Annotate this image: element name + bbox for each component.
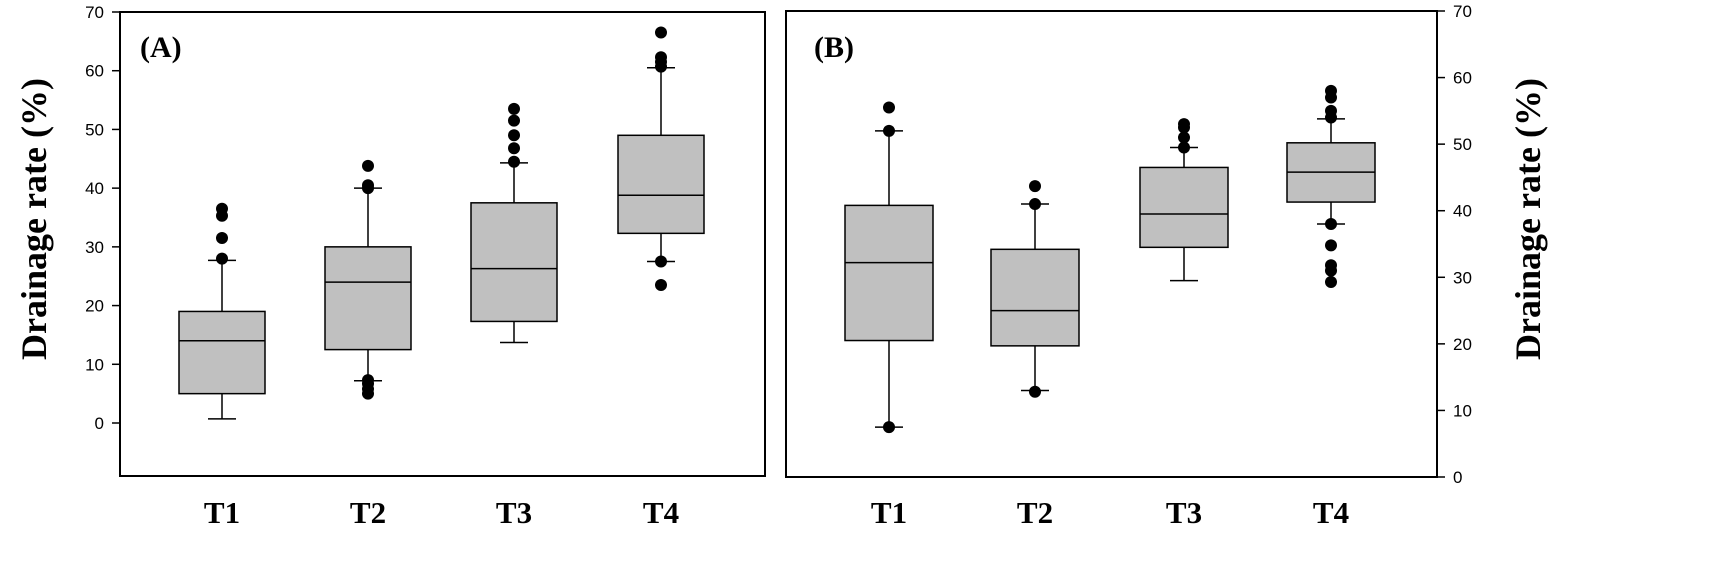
category-label-t4: T4: [1313, 495, 1349, 530]
iqr-box: [470, 202, 558, 323]
iqr-box: [1139, 166, 1229, 249]
outlier-point: [883, 124, 895, 137]
y-tick-label: 10: [1453, 401, 1472, 420]
panel-b-y-ticks: 0 10 20 30 40 50 60 70: [1437, 2, 1472, 487]
outlier-point: [216, 252, 228, 265]
outlier-point: [362, 159, 374, 172]
y-tick-label: 40: [85, 179, 104, 198]
panel-a-category-labels: T1 T2 T3 T4: [204, 495, 679, 530]
y-tick-label: 70: [1453, 2, 1472, 21]
y-tick-label: 60: [85, 62, 104, 81]
panel-a-plot-frame: [119, 11, 766, 477]
panel-a-label: (A): [140, 31, 182, 64]
box-t2: [324, 159, 412, 400]
outlier-point: [883, 421, 895, 434]
y-tick-label: 70: [85, 3, 104, 22]
y-tick-label: 50: [85, 120, 104, 139]
outlier-point: [655, 279, 667, 292]
y-tick-label: 0: [95, 414, 104, 433]
outlier-point: [508, 129, 520, 142]
box-t3: [1139, 118, 1229, 282]
outlier-point: [1178, 118, 1190, 131]
outlier-point: [508, 114, 520, 127]
panel-a-y-axis-title: Drainage rate (%): [14, 78, 54, 360]
category-label-t2: T2: [350, 495, 386, 530]
outlier-point: [216, 202, 228, 215]
outlier-point: [1029, 385, 1041, 398]
outlier-point: [508, 102, 520, 115]
y-tick-label: 30: [1453, 268, 1472, 287]
box-t3: [470, 102, 558, 344]
panel-a-boxes: [178, 26, 705, 420]
outlier-point: [1178, 141, 1190, 154]
panel-a-y-ticks: 0 10 20 30 40 50 60 70: [85, 3, 120, 433]
panel-b-plot-frame: [785, 10, 1438, 478]
y-tick-label: 50: [1453, 135, 1472, 154]
outlier-point: [655, 51, 667, 64]
category-label-t3: T3: [1166, 495, 1202, 530]
box-t1: [178, 202, 266, 420]
panel-b-label: (B): [814, 31, 854, 64]
outlier-point: [1325, 239, 1337, 252]
outlier-point: [508, 155, 520, 168]
category-label-t2: T2: [1017, 495, 1053, 530]
y-tick-label: 20: [85, 297, 104, 316]
outlier-point: [1325, 84, 1337, 97]
panel-b-y-axis-title: Drainage rate (%): [1508, 78, 1548, 360]
panel-a: (A) Drainage rate (%) 0 10 20 30 40 50 60 70 T1…: [14, 3, 766, 530]
outlier-point: [655, 26, 667, 39]
outlier-point: [1029, 180, 1041, 193]
iqr-box: [844, 204, 934, 342]
outlier-point: [1325, 259, 1337, 272]
outlier-point: [1178, 131, 1190, 144]
y-tick-label: 0: [1453, 468, 1462, 487]
iqr-box: [324, 246, 412, 351]
y-tick-label: 20: [1453, 335, 1472, 354]
box-t4: [1286, 84, 1376, 288]
category-label-t4: T4: [643, 495, 679, 530]
outlier-point: [362, 179, 374, 192]
box-t2: [990, 180, 1080, 398]
outlier-point: [216, 232, 228, 245]
y-tick-label: 30: [85, 238, 104, 257]
outlier-point: [508, 142, 520, 155]
outlier-point: [1325, 104, 1337, 117]
box-t1: [844, 101, 934, 434]
y-tick-label: 10: [85, 355, 104, 374]
outlier-point: [362, 374, 374, 387]
outlier-point: [1325, 275, 1337, 288]
category-label-t3: T3: [496, 495, 532, 530]
panel-b: (B) Drainage rate (%) 0 10 20 30 40 50 60 70 T1…: [785, 2, 1548, 530]
box-t4: [617, 26, 705, 292]
outlier-point: [883, 101, 895, 114]
iqr-box: [178, 310, 266, 395]
outlier-point: [1325, 218, 1337, 231]
iqr-box: [990, 248, 1080, 347]
category-label-t1: T1: [871, 495, 907, 530]
y-tick-label: 60: [1453, 69, 1472, 88]
outlier-point: [655, 255, 667, 268]
outlier-point: [1029, 198, 1041, 211]
category-label-t1: T1: [204, 495, 240, 530]
panel-b-category-labels: T1 T2 T3 T4: [871, 495, 1349, 530]
panel-b-boxes: [844, 84, 1376, 434]
y-tick-label: 40: [1453, 202, 1472, 221]
iqr-box: [617, 134, 705, 235]
